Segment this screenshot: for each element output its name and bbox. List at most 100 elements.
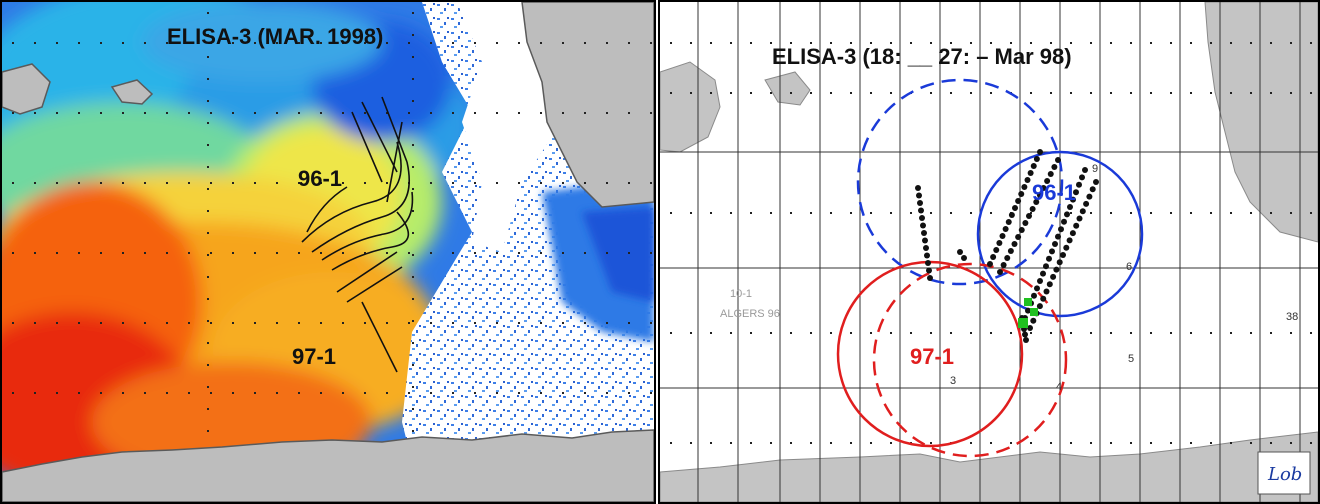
grid-dot <box>930 92 932 94</box>
track-point <box>1030 163 1037 169</box>
graticule-dot <box>408 252 410 254</box>
graticule-dot <box>12 42 14 44</box>
grid-dot <box>850 442 852 444</box>
faded-label: ALGERS 96 <box>720 308 780 320</box>
graticule-dot <box>474 42 476 44</box>
graticule-dot <box>628 42 630 44</box>
track-point <box>925 260 931 266</box>
grid-dot <box>870 332 872 334</box>
lab-logo-signature: Lob <box>1267 464 1302 485</box>
graticule-dot <box>540 112 542 114</box>
graticule-dot <box>188 322 190 324</box>
grid-dot <box>1270 332 1272 334</box>
menorca-island <box>110 79 154 105</box>
graticule-dot <box>562 392 564 394</box>
graticule-dot <box>210 252 212 254</box>
graticule-dot <box>364 182 366 184</box>
graticule-dot <box>474 182 476 184</box>
track-point <box>1040 270 1046 277</box>
graticule-dot <box>188 182 190 184</box>
grid-dot <box>1150 212 1152 214</box>
grid-dot <box>1310 42 1312 44</box>
grid-dot <box>1010 442 1012 444</box>
graticule-dot <box>628 322 630 324</box>
deployment-marker <box>1018 318 1028 328</box>
track-point <box>1037 278 1043 284</box>
track-point <box>921 230 927 236</box>
graticule-dot <box>100 322 102 324</box>
station-number: 9 <box>1092 163 1098 175</box>
eddy-96-1-label: 96-1 <box>1032 180 1076 205</box>
track-point <box>1079 174 1085 181</box>
grid-dot <box>1290 212 1292 214</box>
graticule-dot <box>144 112 146 114</box>
grid-dot <box>730 212 732 214</box>
graticule-dot <box>518 182 520 184</box>
graticule-dot <box>34 252 36 254</box>
graticule-dot <box>298 322 300 324</box>
track-point <box>1026 213 1032 219</box>
track-point <box>1030 317 1037 324</box>
graticule-dot <box>452 112 454 114</box>
grid-dot <box>830 92 832 94</box>
grid-dot <box>750 42 752 44</box>
grid-dot <box>750 332 752 334</box>
eddy-96-1-label: 96-1 <box>298 166 342 191</box>
graticule-dot <box>412 386 414 388</box>
grid-dot <box>670 212 672 214</box>
graticule-dot <box>412 56 414 58</box>
grid-dot <box>690 442 692 444</box>
graticule-dot <box>496 252 498 254</box>
grid-dot <box>670 332 672 334</box>
graticule-dot <box>412 364 414 366</box>
grid-dot <box>870 212 872 214</box>
grid-dot <box>1290 442 1292 444</box>
grid-dot <box>1210 442 1212 444</box>
grid-dot <box>1290 332 1292 334</box>
graticule-dot <box>12 252 14 254</box>
track-point <box>1060 252 1066 258</box>
grid-dot <box>1270 442 1272 444</box>
grid-dot <box>790 42 792 44</box>
graticule-dot <box>56 392 58 394</box>
graticule-dot <box>320 392 322 394</box>
grid-dot <box>950 332 952 334</box>
graticule-dot <box>276 392 278 394</box>
graticule-dot <box>207 342 209 344</box>
grid-dot <box>1170 92 1172 94</box>
graticule-dot <box>412 100 414 102</box>
track-point <box>1024 177 1031 183</box>
graticule-dot <box>12 322 14 324</box>
graticule-dot <box>254 182 256 184</box>
grid-dot <box>770 212 772 214</box>
grid-dot <box>1310 442 1312 444</box>
grid-dot <box>790 442 792 444</box>
graticule-dot <box>276 182 278 184</box>
track-point <box>1031 292 1037 299</box>
track-point <box>924 252 930 259</box>
grid-dot <box>1150 92 1152 94</box>
track-point <box>1023 337 1029 343</box>
graticule-dot <box>254 322 256 324</box>
trajectory-map-panel: ELISA-3 (18: __ 27: – Mar 98) 96-1 97-1 … <box>658 0 1320 504</box>
grid-dot <box>850 212 852 214</box>
graticule-dot <box>628 182 630 184</box>
track-point <box>1076 181 1082 188</box>
track-point <box>1049 248 1055 255</box>
grid-dot <box>710 212 712 214</box>
latitude-label: 38 <box>1286 311 1298 323</box>
station-number: 3 <box>950 375 956 387</box>
grid-dot <box>930 42 932 44</box>
track-point <box>1070 196 1076 203</box>
graticule-dot <box>12 182 14 184</box>
graticule-dot <box>452 42 454 44</box>
grid-dot <box>1090 42 1092 44</box>
eddy-97-1-label: 97-1 <box>292 344 336 369</box>
graticule-dot <box>584 392 586 394</box>
graticule <box>12 12 652 432</box>
graticule-dot <box>386 392 388 394</box>
grid-dot <box>970 442 972 444</box>
graticule-dot <box>430 392 432 394</box>
island-coast <box>521 2 654 208</box>
graticule-dot <box>584 42 586 44</box>
